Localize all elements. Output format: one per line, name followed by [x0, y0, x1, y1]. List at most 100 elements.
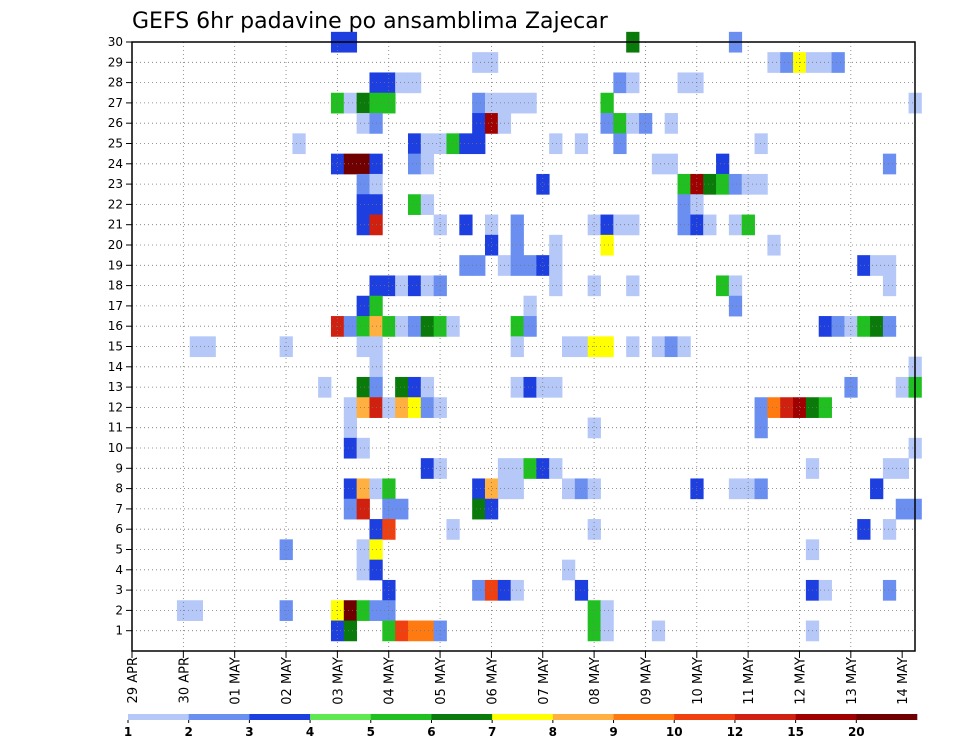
- heatmap-cell: [510, 478, 524, 500]
- x-tick-label: 05 MAY: [434, 657, 449, 705]
- y-tick-label: 12: [108, 400, 123, 414]
- heatmap-cell: [472, 579, 486, 601]
- heatmap-cell: [728, 275, 743, 297]
- x-tick-label: 07 MAY: [537, 657, 552, 705]
- heatmap-cell: [356, 316, 370, 337]
- heatmap-cell: [664, 113, 678, 134]
- heatmap-cell: [651, 620, 666, 642]
- heatmap-cell: [600, 336, 614, 358]
- legend-label: 8: [549, 725, 557, 739]
- heatmap-cell: [882, 458, 897, 479]
- heatmap-cell: [664, 153, 678, 175]
- heatmap-cell: [536, 376, 550, 398]
- x-tick-label: 12 MAY: [794, 657, 809, 705]
- heatmap-cell: [716, 153, 730, 175]
- y-tick-label: 2: [115, 603, 123, 617]
- heatmap-cell: [484, 113, 499, 134]
- heatmap-cell: [472, 498, 486, 520]
- heatmap-cell: [613, 214, 627, 236]
- grid-lines: [132, 42, 915, 651]
- heatmap-cell: [279, 539, 293, 561]
- heatmap-cell: [356, 214, 370, 236]
- heatmap-cell: [356, 92, 370, 114]
- y-tick-label: 26: [108, 116, 123, 130]
- y-tick-label: 19: [108, 258, 123, 272]
- legend-label: 4: [306, 725, 314, 739]
- heatmap-cell: [549, 133, 563, 155]
- x-tick-label: 09 MAY: [639, 657, 654, 705]
- heatmap-cell: [395, 72, 409, 94]
- heatmap-cell: [356, 559, 370, 581]
- heatmap-cell: [472, 478, 486, 500]
- heatmap-cell: [767, 397, 781, 418]
- heatmap-cell: [895, 376, 909, 398]
- heatmap-cell: [536, 255, 550, 276]
- heatmap-cell: [330, 153, 345, 175]
- y-tick-label: 14: [108, 360, 123, 374]
- heatmap-cell: [407, 194, 422, 215]
- legend-color-swatch: [552, 714, 614, 720]
- heatmap-cell: [356, 194, 370, 215]
- heatmap-cell: [407, 153, 422, 175]
- heatmap-cell: [728, 478, 743, 500]
- heatmap-cell: [484, 234, 499, 256]
- y-tick-label: 30: [108, 35, 123, 49]
- heatmap-cell: [459, 255, 473, 276]
- legend-color-swatch: [492, 714, 554, 720]
- heatmap-cell: [330, 92, 345, 114]
- heatmap-cell: [664, 336, 678, 358]
- y-tick-label: 7: [115, 502, 123, 516]
- heatmap-cell: [407, 620, 422, 642]
- legend-color-swatch: [310, 714, 372, 720]
- heatmap-cell: [420, 316, 435, 337]
- heatmap-cell: [767, 234, 781, 256]
- heatmap-cell: [600, 214, 614, 236]
- heatmap-cell: [343, 92, 358, 114]
- chart-title: GEFS 6hr padavine po ansamblima Zajecar: [132, 9, 609, 34]
- heatmap-cell: [574, 478, 589, 500]
- heatmap-cell: [600, 234, 614, 256]
- legend-label: 3: [245, 725, 253, 739]
- heatmap-cell: [882, 316, 897, 337]
- heatmap-cell: [343, 600, 358, 621]
- heatmap-cell: [651, 153, 666, 175]
- x-tick-label: 10 MAY: [691, 657, 706, 705]
- heatmap-cell: [728, 295, 743, 317]
- heatmap-cell: [356, 153, 370, 175]
- heatmap-cell: [356, 397, 370, 418]
- heatmap-cell: [587, 275, 601, 297]
- heatmap-cell: [549, 458, 563, 479]
- heatmap-cell: [780, 397, 794, 418]
- y-tick-label: 25: [108, 137, 123, 151]
- y-tick-label: 17: [108, 299, 123, 313]
- y-tick-label: 3: [115, 583, 123, 597]
- y-tick-label: 8: [115, 482, 123, 496]
- heatmap-cell: [549, 275, 563, 297]
- heatmap-cell: [587, 519, 601, 540]
- heatmap-cell: [292, 133, 306, 155]
- heatmap-cell: [510, 92, 524, 114]
- heatmap-cell: [395, 620, 409, 642]
- heatmap-cell: [818, 52, 832, 73]
- y-tick-label: 13: [108, 380, 123, 394]
- heatmap-cell: [574, 579, 589, 601]
- heatmap-cell: [716, 275, 730, 297]
- heatmap-cell: [395, 376, 409, 398]
- heatmap-cell: [818, 316, 832, 337]
- y-tick-label: 18: [108, 279, 123, 293]
- legend-label: 12: [727, 725, 744, 739]
- heatmap-cell: [356, 173, 370, 195]
- x-tick-label: 29 APR: [126, 657, 141, 703]
- heatmap-cell: [510, 316, 524, 337]
- legend-color-swatch: [856, 714, 918, 720]
- heatmap-cell: [523, 316, 537, 337]
- heatmap-cell: [407, 133, 422, 155]
- heatmap-cell: [857, 255, 871, 276]
- heatmap-cell: [343, 397, 358, 418]
- heatmap-cell: [549, 234, 563, 256]
- legend-color-swatch: [249, 714, 311, 720]
- heatmap-cell: [882, 153, 897, 175]
- legend-color-swatch: [613, 714, 675, 720]
- y-tick-label: 15: [108, 340, 123, 354]
